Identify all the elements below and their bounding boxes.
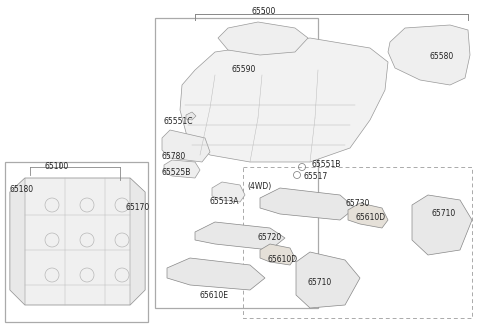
Polygon shape xyxy=(130,178,145,305)
Polygon shape xyxy=(260,188,355,220)
Text: 65610E: 65610E xyxy=(200,291,229,300)
Text: 65525B: 65525B xyxy=(161,168,191,177)
Text: 65590: 65590 xyxy=(232,65,256,74)
Text: 65100: 65100 xyxy=(45,162,69,171)
Bar xyxy=(243,167,472,318)
Text: 65170: 65170 xyxy=(125,203,149,212)
Text: 65610D: 65610D xyxy=(267,255,297,264)
Text: 65517: 65517 xyxy=(304,172,328,181)
Text: 65500: 65500 xyxy=(252,7,276,16)
Polygon shape xyxy=(164,160,200,178)
Polygon shape xyxy=(10,178,145,305)
Bar xyxy=(5,162,148,322)
Text: 65730: 65730 xyxy=(346,199,371,208)
Text: (4WD): (4WD) xyxy=(247,182,271,191)
Polygon shape xyxy=(180,38,388,162)
Bar xyxy=(155,18,318,308)
Text: 65720: 65720 xyxy=(257,233,281,242)
Text: 65780: 65780 xyxy=(161,152,185,161)
Polygon shape xyxy=(296,252,360,308)
Polygon shape xyxy=(167,258,265,290)
Text: 65180: 65180 xyxy=(10,185,34,194)
Polygon shape xyxy=(218,22,308,55)
Text: 65551C: 65551C xyxy=(163,117,192,126)
Polygon shape xyxy=(412,195,472,255)
Polygon shape xyxy=(10,178,25,305)
Text: 65580: 65580 xyxy=(430,52,454,61)
Text: 65610D: 65610D xyxy=(355,213,385,222)
Polygon shape xyxy=(162,130,210,162)
Text: 65710: 65710 xyxy=(432,209,456,218)
Text: 65710: 65710 xyxy=(307,278,331,287)
Polygon shape xyxy=(348,203,388,228)
Polygon shape xyxy=(186,112,196,120)
Text: 65513A: 65513A xyxy=(209,197,239,206)
Polygon shape xyxy=(260,244,295,265)
Polygon shape xyxy=(195,222,285,250)
Text: 65551B: 65551B xyxy=(311,160,340,169)
Polygon shape xyxy=(212,182,245,202)
Polygon shape xyxy=(388,25,470,85)
